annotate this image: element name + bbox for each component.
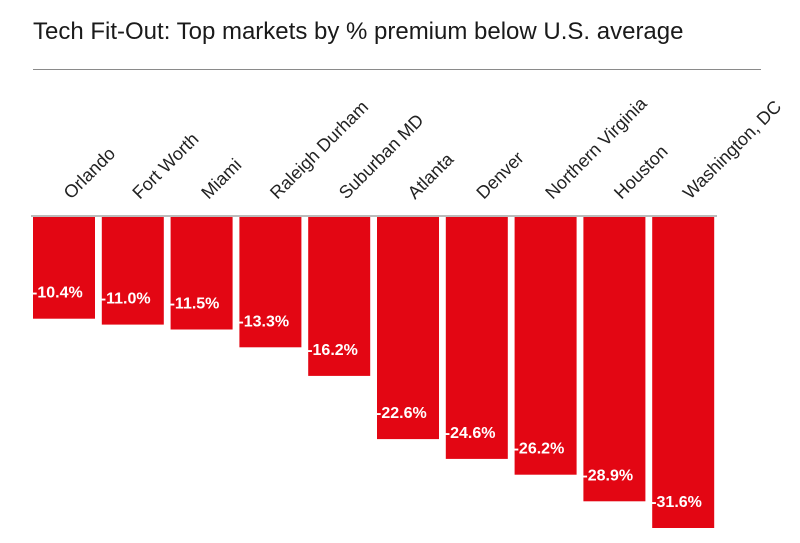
- value-label: -16.2%: [307, 342, 358, 359]
- title-divider: [33, 69, 761, 70]
- category-label: Washington, DC: [679, 96, 785, 202]
- category-label: Houston: [610, 141, 672, 203]
- chart-title: Tech Fit-Out: Top markets by % premium b…: [33, 18, 684, 45]
- value-label: -13.3%: [238, 313, 289, 330]
- value-label: -26.2%: [514, 441, 565, 458]
- bar-washington-dc: [652, 216, 715, 528]
- bar-raleigh-durham: [239, 216, 302, 348]
- category-label: Denver: [472, 148, 527, 203]
- bars: [33, 216, 715, 528]
- bar-suburban-md: [308, 216, 371, 376]
- category-label: Miami: [197, 155, 245, 203]
- bar-orlando: [33, 216, 95, 319]
- category-label: Orlando: [60, 143, 119, 202]
- value-label: -22.6%: [376, 405, 427, 422]
- value-label: -10.4%: [32, 285, 83, 302]
- bar-northern-virginia: [514, 216, 577, 475]
- value-label: -24.6%: [445, 425, 496, 442]
- bar-fort-worth: [101, 216, 164, 325]
- category-label: Fort Worth: [128, 129, 202, 203]
- value-label: -28.9%: [582, 467, 633, 484]
- value-label: -11.5%: [170, 296, 220, 313]
- value-labels: -10.4% -11.0% -11.5% -13.3% -16.2% -22.6% -24.…: [32, 285, 702, 511]
- bar-miami: [170, 216, 233, 330]
- category-label: Atlanta: [404, 148, 458, 202]
- value-label: -11.0%: [101, 291, 151, 308]
- bar-denver: [445, 216, 508, 459]
- bar-atlanta: [377, 216, 439, 440]
- bar-houston: [583, 216, 646, 502]
- value-label: -31.6%: [651, 494, 702, 511]
